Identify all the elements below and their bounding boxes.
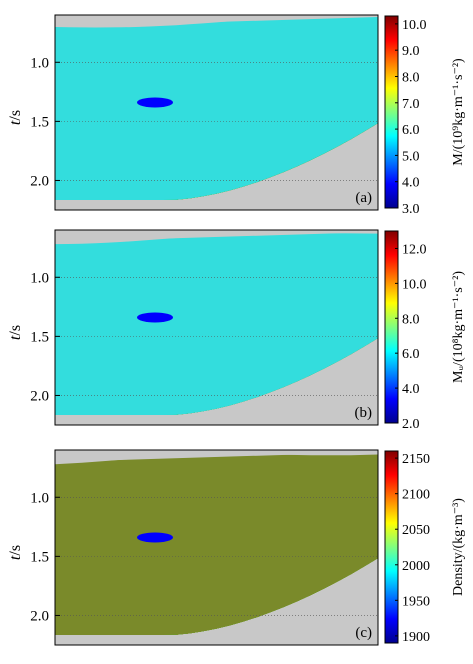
- panel-label: (b): [355, 405, 373, 421]
- plot-frame: [54, 449, 379, 646]
- colorbar-tick-label: 3.0: [402, 202, 420, 217]
- colorbar-tick-label: 1900: [402, 630, 430, 645]
- panel-b-svg: 1.0 1.5 2.0 t/s (b) 12.0 10.0 8.0 6.0 4.0 2.0 Mᵤ/(1…: [7, 229, 466, 432]
- panel-label: (c): [355, 625, 372, 641]
- colorbar-tick-label: 12.0: [402, 242, 427, 257]
- colorbar-tick-label: 4.0: [402, 382, 420, 397]
- colorbar-title: M/(10⁹kg·m⁻¹·s⁻²): [451, 58, 466, 166]
- y-tick-label: 1.0: [30, 270, 49, 286]
- panel-c: 1.0 1.5 2.0 t/s (c) 2150 2100 2050 2000 1950 1900 D…: [0, 445, 473, 655]
- y-tick-label: 2.0: [30, 608, 49, 624]
- y-tick-label: 2.0: [30, 388, 49, 404]
- colorbar-tick-label: 7.0: [402, 97, 420, 112]
- colorbar-title: Density/(kg·m⁻³): [451, 498, 466, 596]
- colorbar: [384, 15, 399, 209]
- masked-top: [55, 230, 378, 242]
- colorbar: [384, 230, 399, 424]
- y-tick-label: 1.0: [30, 490, 49, 506]
- y-tick-label: 1.5: [30, 114, 49, 130]
- colorbar-tick-label: 2050: [402, 523, 430, 538]
- colorbar: [384, 450, 399, 644]
- y-tick-label: 2.0: [30, 173, 49, 189]
- colorbar-title: Mᵤ/(10⁸kg·m⁻¹·s⁻²): [451, 271, 466, 383]
- y-axis-label: t/s: [7, 110, 24, 125]
- panel-a: 1.0 1.5 2.0 t/s (a) 10.0 9.0 8.0 7.0 6.0 5.0 4.0 3.0…: [0, 10, 473, 220]
- colorbar-tick-label: 2000: [402, 559, 430, 574]
- colorbar-tick-label: 4.0: [402, 176, 420, 191]
- colorbar-tick-label: 10.0: [402, 277, 427, 292]
- colorbar-tick-label: 9.0: [402, 44, 420, 59]
- colorbar-tick-label: 10.0: [402, 18, 427, 33]
- anomaly-lens: [137, 312, 173, 323]
- y-tick-label: 1.5: [30, 549, 49, 565]
- anomaly-lens: [137, 532, 173, 543]
- colorbar-tick-label: 8.0: [402, 70, 420, 85]
- colorbar-tick-label: 6.0: [402, 347, 420, 362]
- colorbar-tick-label: 8.0: [402, 312, 420, 327]
- y-tick-label: 1.5: [30, 329, 49, 345]
- seismic-section: [55, 15, 378, 201]
- plot-frame: [54, 14, 379, 211]
- colorbar-tick-label: 1950: [402, 594, 430, 609]
- layer-band: [55, 454, 378, 635]
- layer-band: [55, 232, 378, 415]
- panel-label: (a): [355, 190, 372, 206]
- y-tick-label: 1.0: [30, 55, 49, 71]
- seismic-section: [55, 230, 378, 415]
- colorbar-tick-label: 2150: [402, 452, 430, 467]
- masked-top: [55, 15, 378, 27]
- layer-band: [55, 16, 378, 200]
- anomaly-lens: [137, 97, 173, 108]
- colorbar-tick-label: 5.0: [402, 149, 420, 164]
- y-axis-label: t/s: [7, 545, 24, 560]
- panel-b: 1.0 1.5 2.0 t/s (b) 12.0 10.0 8.0 6.0 4.0 2.0 Mᵤ/(1…: [0, 225, 473, 435]
- seismic-section: [55, 450, 378, 635]
- panel-c-svg: 1.0 1.5 2.0 t/s (c) 2150 2100 2050 2000 1950 1900 D…: [7, 449, 466, 646]
- y-axis-label: t/s: [7, 325, 24, 340]
- masked-top: [55, 450, 378, 462]
- colorbar-tick-label: 6.0: [402, 123, 420, 138]
- colorbar-tick-label: 2100: [402, 488, 430, 503]
- plot-frame: [54, 229, 379, 426]
- panel-a-svg: 1.0 1.5 2.0 t/s (a) 10.0 9.0 8.0 7.0 6.0 5.0 4.0 3.0…: [7, 14, 466, 217]
- colorbar-tick-label: 2.0: [402, 417, 420, 432]
